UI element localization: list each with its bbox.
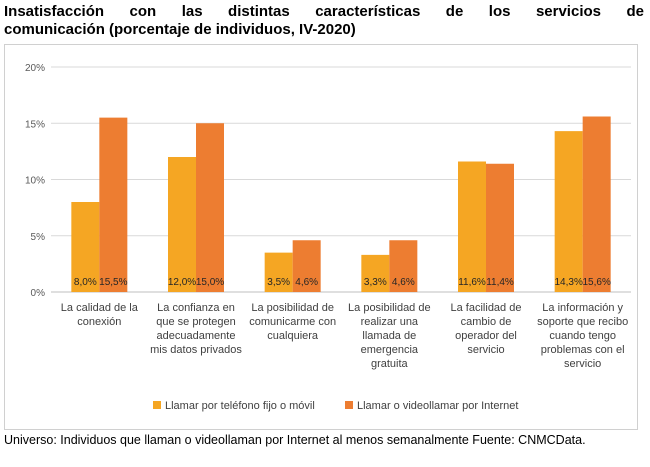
bar xyxy=(554,131,583,292)
x-category-label-line: La calidad de la xyxy=(61,302,139,314)
bar-chart: 0% 5% 10% 15% 20% 8,0% 15,5% La calidad de la co… xyxy=(25,63,631,412)
bar xyxy=(99,117,128,292)
x-category-label: La posibilidad de realizar una llamada de e… xyxy=(348,302,431,370)
x-category-label-line: La posibilidad de xyxy=(348,302,431,314)
bar xyxy=(486,163,514,292)
x-category-label-line: adecuadamente xyxy=(157,330,236,342)
title-line-2: comunicación (porcentaje de individuos, … xyxy=(4,21,356,38)
data-label: 11,4% xyxy=(486,277,514,288)
x-category-label-line: problemas con el xyxy=(541,344,625,356)
data-label: 3,5% xyxy=(267,277,290,288)
chart-title: Insatisfacción con las distintas caracte… xyxy=(4,3,644,39)
x-category-label-line: servicio xyxy=(564,358,601,370)
x-category-label-line: realizar una xyxy=(361,316,419,328)
bar xyxy=(389,240,418,292)
legend-label: Llamar por teléfono fijo o móvil xyxy=(165,400,315,412)
bar xyxy=(264,252,293,292)
chart-area: 0% 5% 10% 15% 20% 8,0% 15,5% La calidad de la co… xyxy=(4,44,638,430)
y-tick-label: 10% xyxy=(25,176,45,187)
data-label: 15,5% xyxy=(99,277,127,288)
x-category-label-line: emergencia xyxy=(361,344,419,356)
title-line-1: Insatisfacción con las distintas caracte… xyxy=(4,3,644,20)
x-category-label: La posibilidad de comunicarme con cualquie… xyxy=(249,302,336,342)
x-category-label-line: cambio de xyxy=(461,316,512,328)
data-label: 4,6% xyxy=(392,277,415,288)
bar xyxy=(582,116,611,292)
data-label: 12,0% xyxy=(168,277,196,288)
y-tick-label: 5% xyxy=(31,232,46,243)
x-category-label-line: conexión xyxy=(77,316,121,328)
x-category-label: La información y soporte que recibo cuando… xyxy=(537,302,628,370)
bar xyxy=(71,202,100,292)
x-category-label-line: La facilidad de xyxy=(451,302,522,314)
x-category-label-line: que se protegen xyxy=(156,316,236,328)
data-label: 15,6% xyxy=(582,277,610,288)
data-label: 14,3% xyxy=(554,277,582,288)
x-category-label-line: operador del xyxy=(455,330,517,342)
bar xyxy=(361,254,390,292)
legend-swatch xyxy=(153,401,161,409)
data-label: 11,6% xyxy=(458,277,486,288)
y-tick-label: 15% xyxy=(25,119,45,130)
y-tick-label: 20% xyxy=(25,63,45,74)
footnote: Universo: Individuos que llaman o videol… xyxy=(4,433,586,447)
x-category-label-line: cualquiera xyxy=(267,330,319,342)
x-category-label: La calidad de la conexión xyxy=(61,302,139,328)
x-category-label-line: La información y xyxy=(542,302,623,314)
data-label: 3,3% xyxy=(364,277,387,288)
data-label: 15,0% xyxy=(196,277,224,288)
bar xyxy=(196,123,224,292)
x-category-label-line: La confianza en xyxy=(157,302,235,314)
data-label: 8,0% xyxy=(74,277,97,288)
data-label: 4,6% xyxy=(295,277,318,288)
x-category-label-line: comunicarme con xyxy=(249,316,336,328)
x-category-label-line: soporte que recibo xyxy=(537,316,628,328)
x-category-label-line: mis datos privados xyxy=(150,344,242,356)
bar xyxy=(458,161,486,292)
legend-swatch xyxy=(345,401,353,409)
x-category-label-line: La posibilidad de xyxy=(251,302,334,314)
legend-label: Llamar o videollamar por Internet xyxy=(357,400,518,412)
bar xyxy=(168,157,196,292)
x-category-label-line: servicio xyxy=(467,344,504,356)
x-category-label-line: cuando tengo xyxy=(549,330,616,342)
x-category-label: La facilidad de cambio de operador del serv… xyxy=(451,302,522,356)
x-category-label-line: gratuita xyxy=(371,358,409,370)
bar xyxy=(292,240,321,292)
y-tick-label: 0% xyxy=(31,288,46,299)
x-category-label: La confianza en que se protegen adecuadame… xyxy=(150,302,242,356)
x-category-label-line: llamada de xyxy=(362,330,416,342)
